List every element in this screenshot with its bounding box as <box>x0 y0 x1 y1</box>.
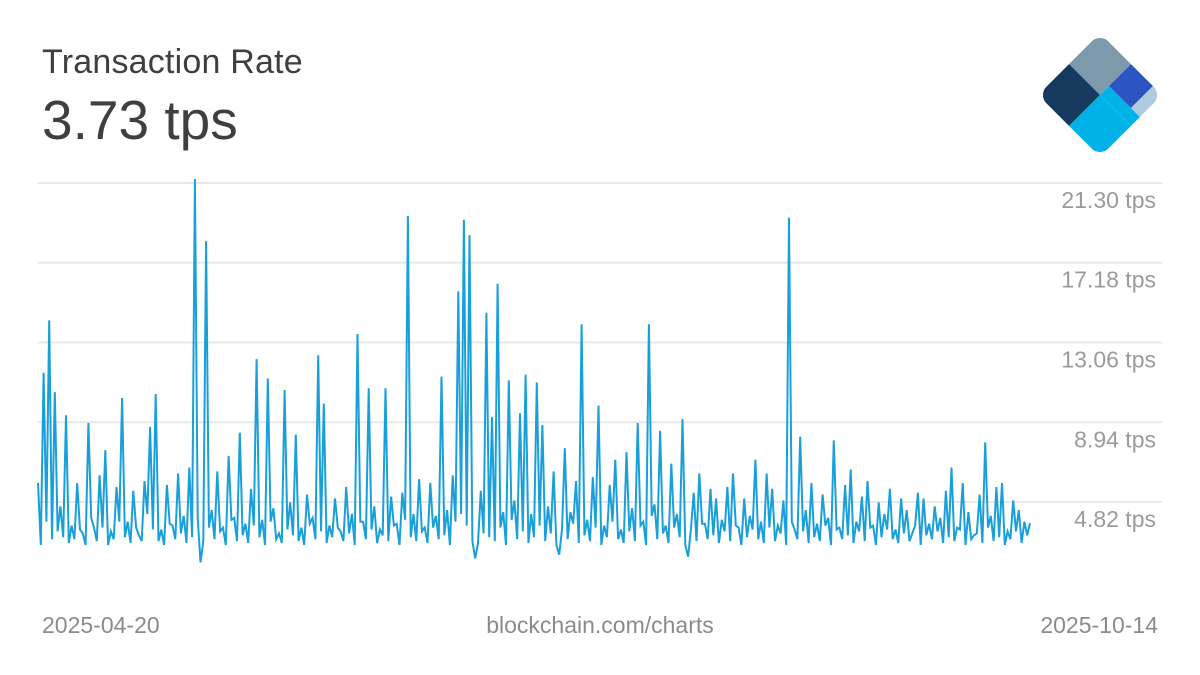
y-tick-label-8.94: 8.94 tps <box>1074 426 1156 452</box>
current-value: 3.73 tps <box>42 89 238 151</box>
transaction-rate-chart: 4.82 tps 8.94 tps 13.06 tps 17.18 tps 21.30 … <box>37 179 1162 563</box>
transaction-rate-series-line <box>37 179 1031 563</box>
y-tick-label-4.82: 4.82 tps <box>1074 506 1156 532</box>
blockchain-logo <box>1038 33 1162 157</box>
y-tick-label-21.3: 21.30 tps <box>1061 187 1156 213</box>
logo-cyan-wedge <box>1100 86 1140 126</box>
source-watermark: blockchain.com/charts <box>486 612 714 638</box>
y-tick-label-13.06: 13.06 tps <box>1061 347 1156 373</box>
footer: 2025-04-20 blockchain.com/charts 2025-10… <box>0 612 1200 642</box>
x-axis-start-date: 2025-04-20 <box>42 612 160 638</box>
chart-title: Transaction Rate <box>42 43 303 81</box>
y-tick-label-17.18: 17.18 tps <box>1061 267 1156 293</box>
x-axis-end-date: 2025-10-14 <box>1040 612 1158 638</box>
header: Transaction Rate 3.73 tps <box>42 42 303 150</box>
logo-lightblue-tile <box>1131 86 1162 117</box>
